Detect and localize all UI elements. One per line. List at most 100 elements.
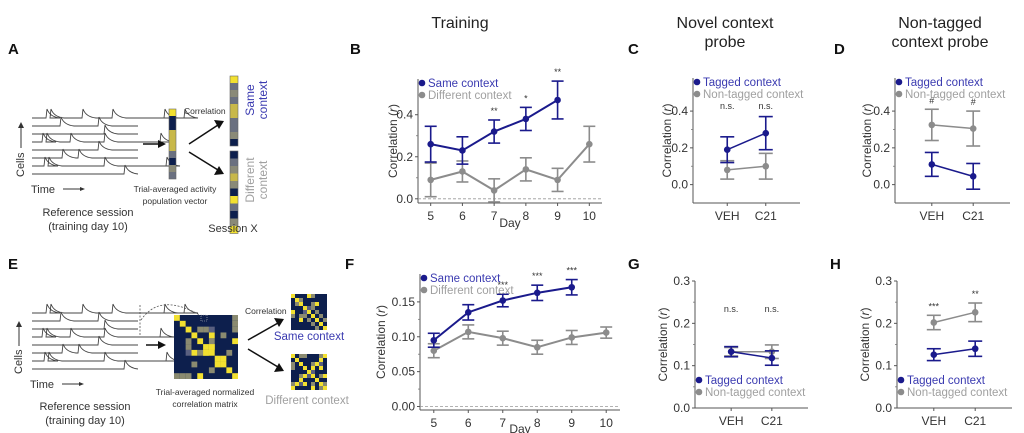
ref-vector-a <box>168 108 177 180</box>
activity-trace <box>32 124 138 135</box>
y-tick-label-d: 0.2 <box>873 141 890 155</box>
data-point-d-tagged-context <box>928 161 936 168</box>
activity-trace <box>32 351 181 362</box>
matrix-diagonal-cell <box>299 302 303 306</box>
panel-letter-g: G <box>628 256 640 273</box>
matrix-offdiag-cell <box>185 338 192 345</box>
vector-cell <box>230 188 238 196</box>
matrix-offdiag-cell <box>232 338 238 345</box>
vector-cell <box>230 118 238 125</box>
x-tick-label-g: VEH <box>719 414 744 428</box>
y-tick-label-f: 0.05 <box>392 365 416 379</box>
legend-marker-d <box>895 78 903 86</box>
series-line-h-non-tagged-context <box>933 311 976 324</box>
panel-letter-d: D <box>834 41 845 58</box>
y-axis-label-d: Correlation (r) <box>860 103 874 177</box>
significance-label-b: * <box>524 93 528 103</box>
x-tick-label-f: 9 <box>568 416 575 430</box>
data-point-b-different-context <box>586 140 593 148</box>
x-tick-label-c: C21 <box>755 209 777 223</box>
matrix-offdiag-cell <box>319 386 323 390</box>
vector-cell <box>230 158 238 166</box>
vector-cell <box>230 90 238 97</box>
significance-label-f: *** <box>532 271 543 281</box>
y-tick-label-h: 0.1 <box>875 359 892 373</box>
activity-trace <box>32 132 175 143</box>
vector-cell <box>230 226 238 234</box>
y-tick-label-b: 0.4 <box>396 108 413 122</box>
activity-trace <box>32 108 199 119</box>
legend-marker-g <box>695 376 703 384</box>
y-tick-label-c: 0.0 <box>671 178 688 192</box>
matrix-diagonal-cell <box>214 355 221 362</box>
data-point-d-tagged-context <box>969 173 977 180</box>
data-point-f-different-context <box>430 347 438 355</box>
matrix-caption-e-2: correlation matrix <box>172 399 238 409</box>
vector-cell <box>230 132 238 139</box>
data-point-f-different-context <box>602 329 610 336</box>
x-tick-label-b: 5 <box>427 209 434 223</box>
column-title-nontagged: Non-tagged context probe <box>870 14 1010 52</box>
vector-border <box>229 150 239 234</box>
data-point-b-different-context <box>490 187 498 194</box>
y-tick-label-g: 0.0 <box>673 401 690 415</box>
panel-letter-f: F <box>345 256 355 273</box>
column-title-novel-line1: Novel context <box>676 15 774 32</box>
arrow-down-head-e <box>274 363 284 372</box>
y-axis-label-c: Correlation (r) <box>660 103 674 177</box>
x-axis-label-b: Day <box>499 216 520 230</box>
vector-cell <box>169 172 176 179</box>
data-point-d-non-tagged-context <box>969 125 977 132</box>
matrix-diagonal-cell <box>315 378 319 382</box>
trace-group-a <box>32 108 199 175</box>
y-axis-label-g: Correlation (r) <box>656 307 670 381</box>
matrix-offdiag-cell <box>185 373 192 379</box>
reference-caption-e-1: Reference session <box>39 401 130 413</box>
matrix-antidiagonal-cell <box>315 362 319 366</box>
reference-caption-a-1: Reference session <box>42 207 133 219</box>
matrix-offdiag-cell <box>291 310 295 314</box>
correlation-label-e: Correlation <box>245 306 287 316</box>
matrix-diagonal-cell <box>295 298 299 302</box>
matrix-diagonal-cell <box>319 322 323 326</box>
legend-label-h: Non-tagged context <box>907 387 1008 399</box>
matrix-offdiag-cell <box>291 382 295 386</box>
matrix-antidiagonal-cell <box>291 386 295 390</box>
significance-label-h: *** <box>929 301 940 311</box>
legend-label-f: Same context <box>430 273 501 285</box>
y-tick-label-c: 0.4 <box>671 104 688 118</box>
arrow-down-a <box>188 151 219 171</box>
matrix-offdiag-cell <box>208 326 215 333</box>
matrix-offdiag-cell <box>220 332 227 339</box>
matrix-diagonal-cell <box>291 294 295 298</box>
data-point-f-same-context <box>430 336 438 344</box>
matrix-offdiag-cell <box>311 386 315 390</box>
matrix-diagonal-cell <box>191 332 198 339</box>
data-point-f-same-context <box>464 309 472 316</box>
series-line-g-tagged-context <box>731 350 772 359</box>
x-tick-label-c: VEH <box>715 209 740 223</box>
data-point-c-tagged-context <box>762 129 770 137</box>
data-point-h-tagged-context <box>930 351 938 358</box>
matrix-offdiag-cell <box>315 302 319 306</box>
data-point-f-different-context <box>464 328 472 336</box>
matrix-offdiag-cell <box>203 349 209 356</box>
activity-trace <box>32 311 138 322</box>
significance-label-b: ** <box>491 106 499 116</box>
vector-cell <box>230 166 238 174</box>
activity-trace <box>32 335 138 346</box>
x-tick-label-f: 8 <box>534 416 541 430</box>
vector-cell <box>169 137 176 144</box>
y-tick-label-g: 0.1 <box>673 359 690 373</box>
matrix-offdiag-cell <box>303 310 307 314</box>
session-label-a: Session X <box>208 223 258 235</box>
series-line-d-tagged-context <box>931 163 974 178</box>
matrix-offdiag-cell <box>191 349 198 356</box>
different-label-a-2: context <box>256 160 270 199</box>
matrix-antidiagonal-cell <box>299 378 303 382</box>
arrow-up-head-e <box>274 318 284 327</box>
data-point-c-non-tagged-context <box>723 166 731 174</box>
data-point-b-different-context <box>522 166 530 173</box>
data-point-b-different-context <box>554 176 561 184</box>
